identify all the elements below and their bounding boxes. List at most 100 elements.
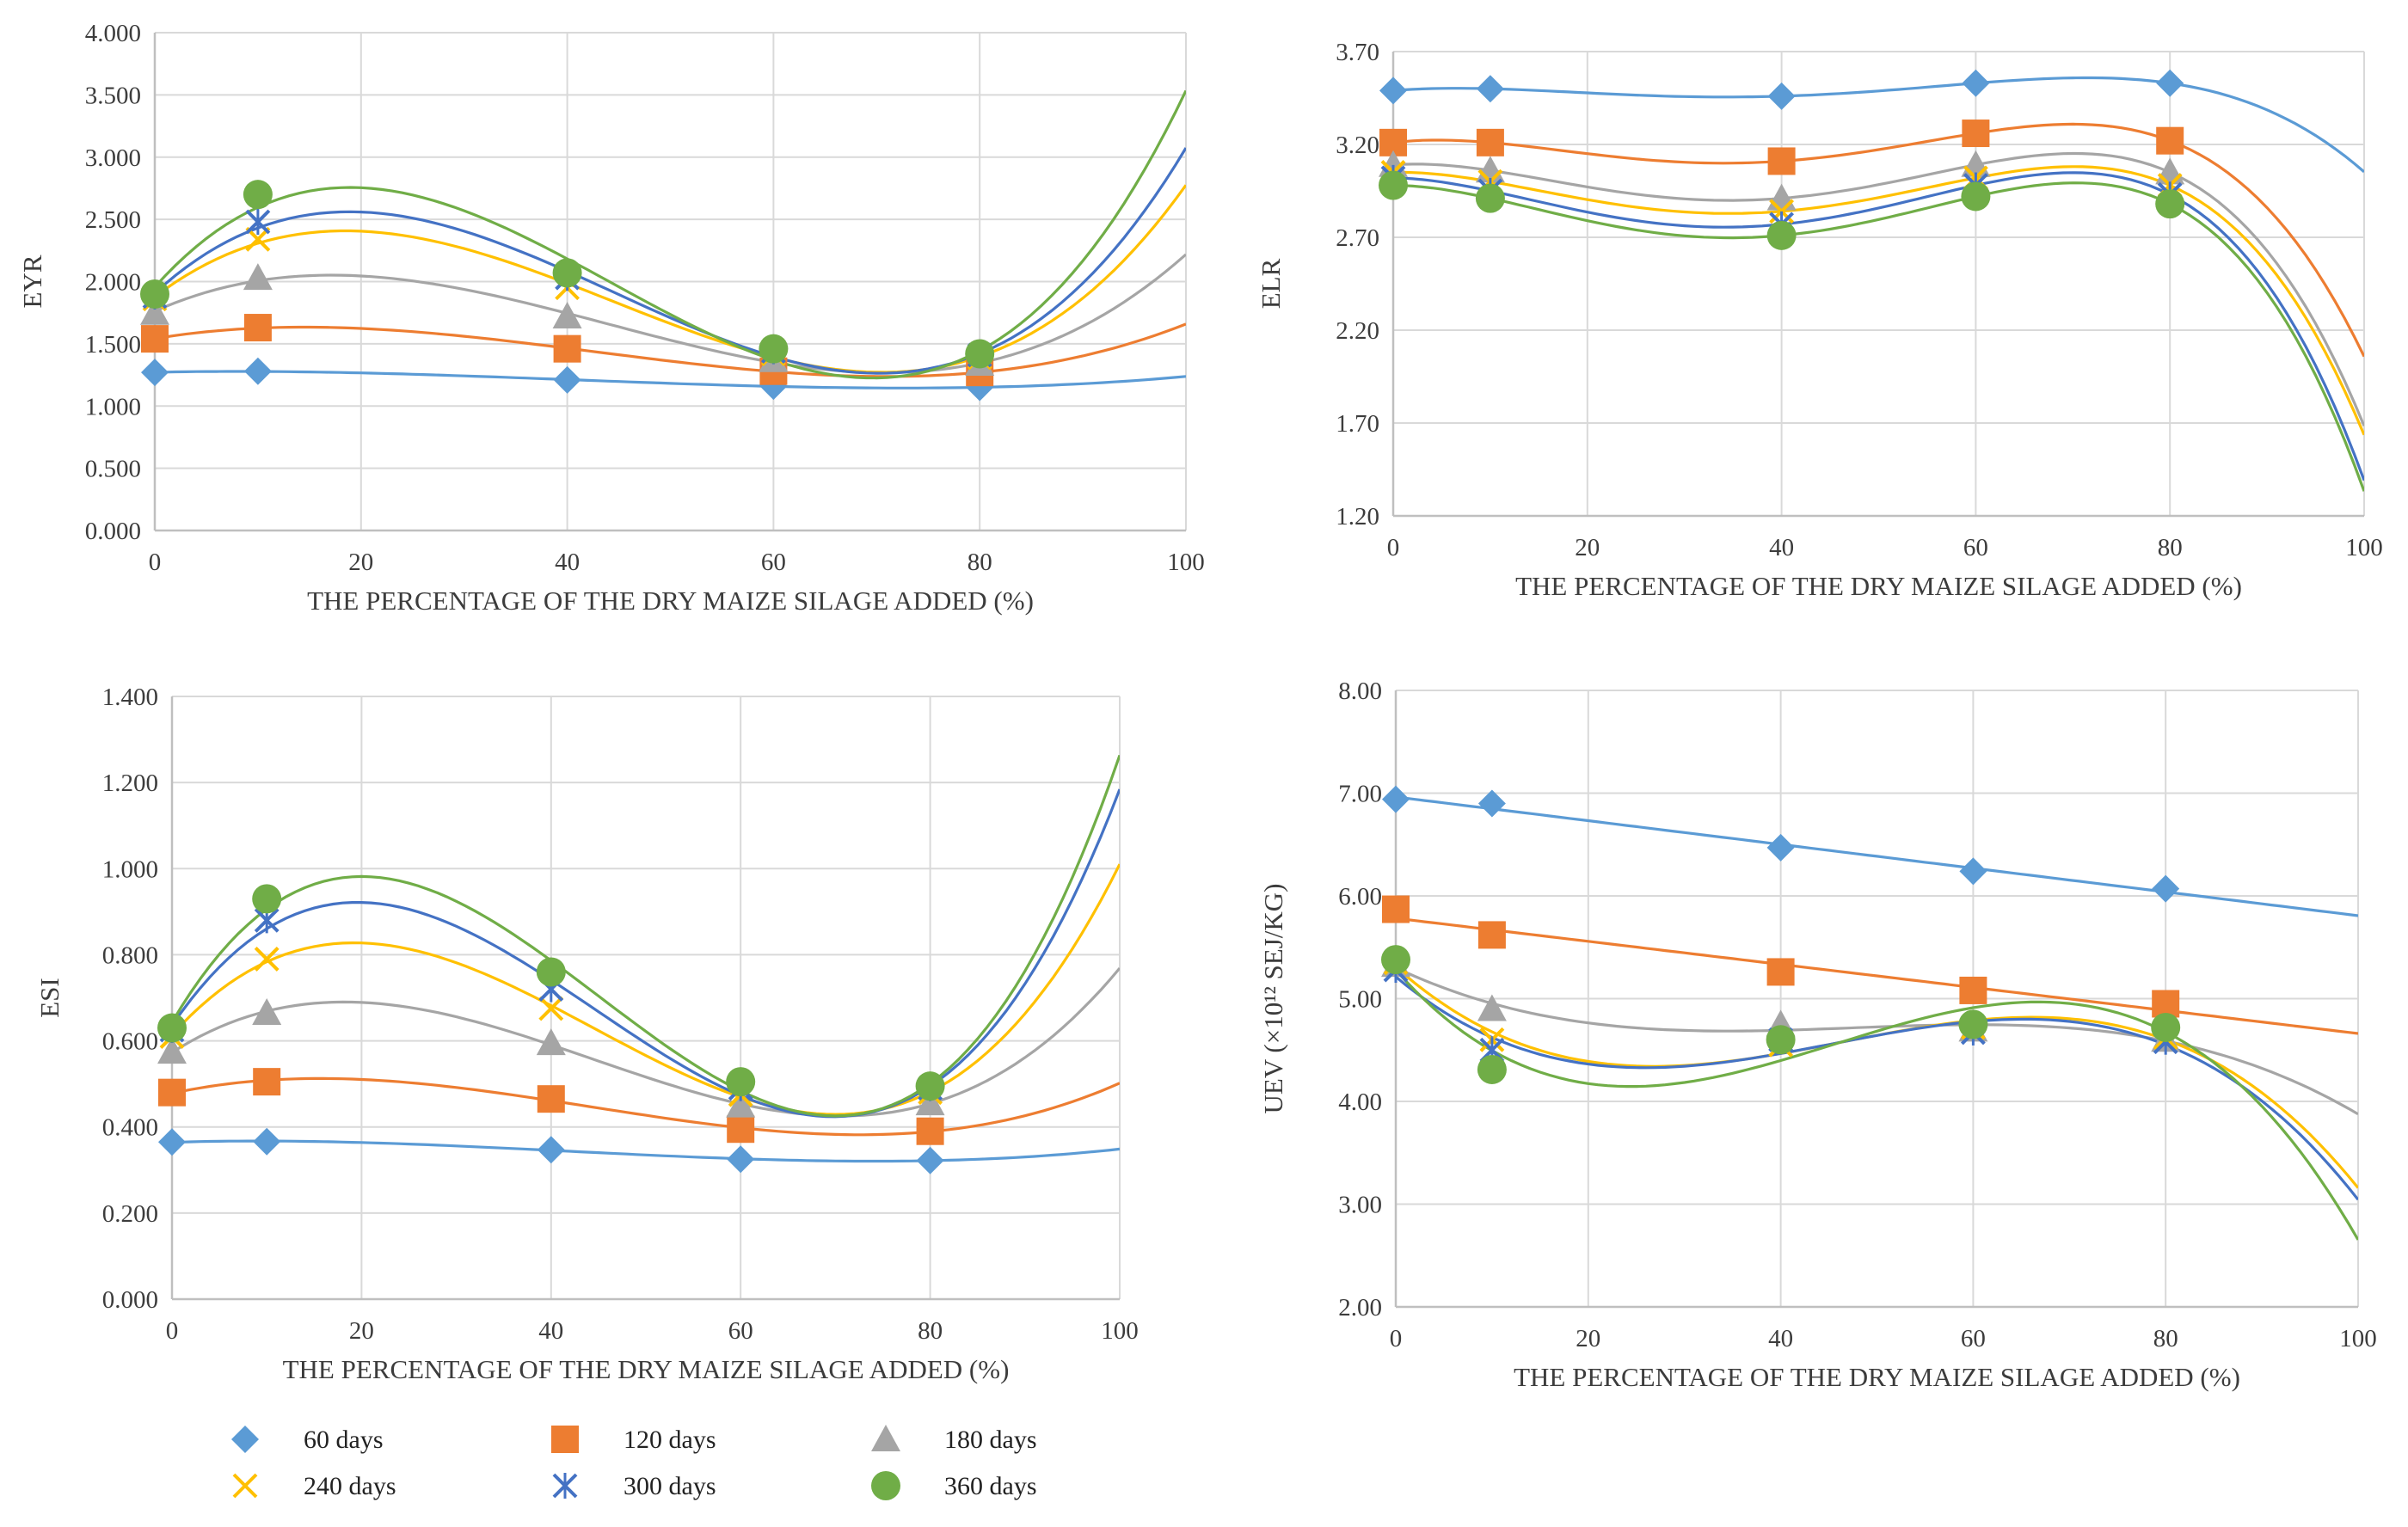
data-point-360-days (1477, 1054, 1507, 1084)
data-points (140, 180, 995, 402)
legend-marker-180-days (871, 1425, 900, 1451)
trendline-60-days (155, 370, 1186, 389)
trendline-60-days (1396, 795, 2358, 917)
trendline-180-days (1393, 151, 2364, 427)
y-axis-title: UEV (×10¹² SEJ/KG) (1258, 884, 1288, 1114)
x-tick-label: 0 (1387, 534, 1400, 561)
trendline-180-days (155, 253, 1186, 375)
data-point-360-days (965, 339, 995, 369)
data-point-240-days (538, 996, 564, 1021)
data-points (1381, 785, 2181, 1084)
data-point-60-days (1477, 789, 1506, 818)
y-tick-label: 1.200 (102, 770, 158, 797)
legend-marker-240-days (232, 1473, 258, 1499)
data-point-120-days (1382, 895, 1410, 923)
data-point-60-days (141, 359, 169, 387)
data-point-360-days (157, 1013, 187, 1043)
x-tick-label: 60 (1961, 1325, 1986, 1352)
data-point-360-days (726, 1067, 756, 1097)
data-points (1379, 69, 2185, 250)
y-tick-label: 1.500 (85, 331, 141, 359)
y-axis-title: ESI (34, 978, 64, 1018)
trendline-300-days (172, 788, 1120, 1119)
data-point-360-days (759, 334, 789, 364)
y-tick-label: 7.00 (1338, 781, 1382, 808)
x-tick-label: 40 (555, 549, 580, 576)
trendline-240-days (1396, 966, 2358, 1189)
x-tick-label: 100 (1167, 549, 1205, 576)
y-tick-label: 2.70 (1336, 224, 1379, 252)
trendline-60-days (172, 1139, 1120, 1163)
y-axis-title: EYR (17, 254, 47, 308)
data-point-60-days (1959, 857, 1987, 886)
trendline-120-days (1396, 917, 2358, 1035)
trendline-240-days (1393, 165, 2364, 436)
data-point-60-days (537, 1136, 565, 1164)
legend-marker-360-days (871, 1471, 900, 1500)
y-tick-label: 0.000 (102, 1286, 158, 1314)
gridlines (171, 696, 1121, 1300)
data-point-360-days (252, 884, 282, 914)
data-point-60-days (2152, 874, 2180, 903)
data-point-360-days (552, 258, 582, 288)
data-point-180-days (536, 1028, 566, 1056)
trendline-60-days (1393, 76, 2364, 174)
legend-item: 300 days (552, 1472, 716, 1500)
y-tick-label: 1.400 (102, 684, 158, 711)
gridlines (1392, 51, 2365, 517)
x-tick-label: 0 (1390, 1325, 1403, 1352)
y-tick-label: 3.70 (1336, 39, 1379, 66)
trendlines (1393, 76, 2364, 492)
trendline-360-days (172, 754, 1120, 1118)
x-axis-title: THE PERCENTAGE OF THE DRY MAIZE SILAGE A… (1515, 571, 2242, 601)
legend-item: 120 days (551, 1426, 716, 1454)
data-point-120-days (2156, 126, 2184, 155)
data-point-180-days (1477, 994, 1507, 1021)
legend-item: 180 days (871, 1425, 1037, 1454)
x-tick-label: 40 (1769, 534, 1794, 561)
y-tick-label: 2.00 (1338, 1294, 1382, 1322)
data-point-120-days (1959, 976, 1987, 1004)
data-point-60-days (916, 1146, 944, 1174)
data-point-360-days (1766, 1025, 1796, 1055)
trendline-180-days (172, 966, 1120, 1118)
y-tick-label: 2.20 (1336, 317, 1379, 345)
x-tick-label: 20 (1576, 1325, 1600, 1352)
data-point-120-days (141, 325, 169, 353)
data-point-60-days (2156, 69, 2184, 97)
data-point-180-days (157, 1037, 187, 1064)
data-point-60-days (1962, 69, 1990, 97)
x-axis-title: THE PERCENTAGE OF THE DRY MAIZE SILAGE A… (1514, 1362, 2240, 1392)
legend-label: 180 days (944, 1426, 1037, 1454)
data-point-360-days (1961, 181, 1991, 212)
trendline-360-days (1396, 969, 2358, 1241)
legend-item: 60 days (231, 1426, 384, 1454)
trendline-180-days (1396, 966, 2358, 1116)
y-tick-label: 4.000 (85, 20, 141, 47)
data-point-120-days (158, 1078, 186, 1107)
y-tick-label: 0.500 (85, 456, 141, 483)
trendline-300-days (155, 147, 1186, 375)
data-point-300-days (245, 209, 271, 236)
data-point-180-days (243, 263, 273, 291)
legend-marker-300-days (552, 1473, 578, 1499)
data-point-180-days (552, 302, 582, 329)
chart-panel-uev: 2.00 3.00 4.00 5.00 6.00 7.00 8.00 0 20 40 60 80 100… (1258, 678, 2377, 1392)
trendlines (172, 754, 1120, 1163)
x-tick-label: 100 (1101, 1317, 1139, 1345)
legend-item: 360 days (871, 1471, 1037, 1500)
trendlines (1396, 795, 2358, 1241)
data-point-180-days (140, 297, 169, 325)
x-tick-label: 20 (349, 1317, 374, 1345)
x-tick-label: 40 (1768, 1325, 1793, 1352)
y-tick-label: 5.00 (1338, 986, 1382, 1014)
legend-marker-60-days (231, 1426, 259, 1453)
y-tick-label: 6.00 (1338, 883, 1382, 911)
x-tick-label: 100 (2339, 1325, 2377, 1352)
trendlines (155, 89, 1186, 389)
data-point-60-days (1766, 833, 1795, 862)
legend: 60 days 120 days 180 days 240 days 300 days 3… (231, 1425, 1037, 1500)
data-point-60-days (1382, 785, 1410, 813)
x-tick-label: 60 (1963, 534, 1988, 561)
